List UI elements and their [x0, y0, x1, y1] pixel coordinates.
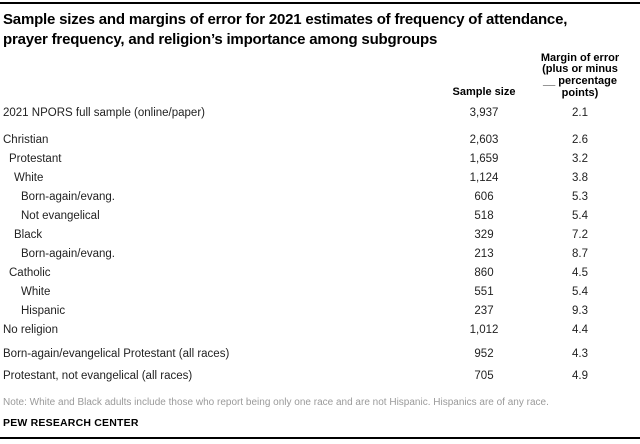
sample-size-column-header: Sample size	[452, 85, 516, 98]
sample-size-value: 860	[474, 267, 494, 280]
margin-header-line: points)	[561, 86, 599, 99]
margin-of-error-value: 7.2	[572, 229, 588, 242]
table-row: Protestant, not evangelical (all races) …	[0, 367, 640, 386]
margin-of-error-value: 3.8	[572, 172, 588, 185]
table-row: Black 329 7.2	[0, 226, 640, 245]
sample-size-value: 1,012	[469, 324, 499, 337]
row-label: White	[21, 286, 51, 299]
margin-of-error-value: 8.7	[572, 248, 588, 261]
margin-of-error-column-header: Margin of error (plus or minus __ percen…	[534, 51, 626, 100]
margin-of-error-value: 4.9	[572, 370, 588, 383]
top-rule	[0, 2, 640, 4]
bottom-rule	[0, 437, 640, 440]
table-row: Catholic 860 4.5	[0, 264, 640, 283]
sample-size-value: 1,659	[469, 153, 499, 166]
table-row: Born-again/evangelical Protestant (all r…	[0, 345, 640, 364]
table-row: Protestant 1,659 3.2	[0, 150, 640, 169]
sample-size-value: 329	[474, 229, 494, 242]
table-row: Born-again/evang. 213 8.7	[0, 245, 640, 264]
sample-size-value: 551	[474, 286, 494, 299]
margin-of-error-value: 5.3	[572, 191, 588, 204]
margin-of-error-value: 2.6	[572, 134, 588, 147]
sample-size-value: 518	[474, 210, 494, 223]
margin-of-error-value: 4.5	[572, 267, 588, 280]
table-row: Born-again/evang. 606 5.3	[0, 188, 640, 207]
table-row: Not evangelical 518 5.4	[0, 207, 640, 226]
margin-of-error-value: 3.2	[572, 153, 588, 166]
sample-size-value: 705	[474, 370, 494, 383]
table-body: 2021 NPORS full sample (online/paper) 3,…	[0, 99, 640, 386]
source-attribution: PEW RESEARCH CENTER	[3, 417, 139, 430]
row-label: Hispanic	[21, 305, 66, 318]
margin-of-error-value: 4.4	[572, 324, 588, 337]
sample-size-value: 2,603	[469, 134, 499, 147]
table-header-row: Sample size Margin of error (plus or min…	[0, 50, 640, 100]
margin-header-line: __ percentage	[543, 74, 617, 87]
page-title: Sample sizes and margins of error for 20…	[0, 4, 640, 50]
table-row: No religion 1,012 4.4	[0, 321, 640, 340]
sample-size-value: 952	[474, 348, 494, 361]
row-label: Born-again/evangelical Protestant (all r…	[3, 348, 230, 361]
table-row: White 551 5.4	[0, 283, 640, 302]
sample-size-value: 237	[474, 305, 494, 318]
margin-of-error-value: 5.4	[572, 210, 588, 223]
table-row: Hispanic 237 9.3	[0, 302, 640, 321]
page-title-line-1: Sample sizes and margins of error for 20…	[3, 11, 568, 28]
page-title-line-2: prayer frequency, and religion’s importa…	[3, 30, 438, 48]
margin-header-line: Margin of error	[540, 51, 620, 64]
sample-size-value: 1,124	[469, 172, 499, 185]
sample-size-value: 213	[474, 248, 494, 261]
table-row: White 1,124 3.8	[0, 169, 640, 188]
margin-of-error-value: 9.3	[572, 305, 588, 318]
margin-of-error-value: 2.1	[572, 107, 588, 120]
row-label: Born-again/evang.	[21, 191, 115, 204]
row-label: Catholic	[9, 267, 51, 280]
table-row: 2021 NPORS full sample (online/paper) 3,…	[0, 104, 640, 123]
row-label: 2021 NPORS full sample (online/paper)	[3, 107, 205, 120]
sample-size-value: 606	[474, 191, 494, 204]
margin-of-error-value: 5.4	[572, 286, 588, 299]
row-label: No religion	[3, 324, 58, 337]
margin-header-line: (plus or minus	[542, 63, 618, 76]
row-label: Protestant, not evangelical (all races)	[3, 370, 193, 383]
sample-size-value: 3,937	[469, 107, 499, 120]
row-label: Born-again/evang.	[21, 248, 115, 261]
row-label: Black	[14, 229, 43, 242]
row-label: Not evangelical	[21, 210, 100, 223]
footnote: Note: White and Black adults include tho…	[3, 397, 549, 409]
row-label: Christian	[3, 134, 49, 147]
table-row: Christian 2,603 2.6	[0, 131, 640, 150]
margin-of-error-value: 4.3	[572, 348, 588, 361]
row-label: White	[14, 172, 44, 185]
row-label: Protestant	[9, 153, 62, 166]
